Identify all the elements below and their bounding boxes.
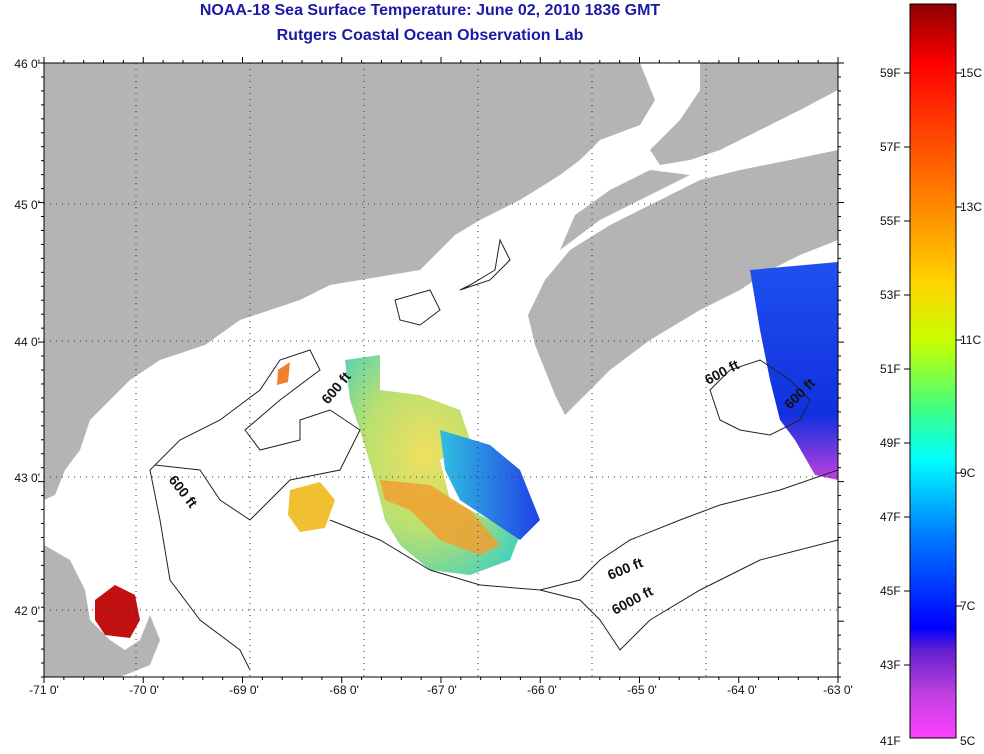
lon-label: -63 0': [823, 683, 853, 697]
land-cape-cod: [44, 545, 160, 677]
sst-patch-scotian: [750, 262, 838, 480]
lat-tick-labels: 46 0' 45 0' 44 0' 43 0' 42 0': [14, 57, 40, 618]
colorbar-f-label: 59F: [880, 66, 901, 80]
colorbar: [909, 3, 957, 739]
colorbar-c-label: 13C: [960, 200, 982, 214]
land-nb-coast: [560, 170, 690, 250]
sst-patch-fleck: [277, 362, 290, 385]
land-nova-scotia: [528, 150, 838, 415]
land-new-england: [44, 63, 655, 500]
lon-label: -68 0': [329, 683, 359, 697]
colorbar-c-label: 7C: [960, 599, 976, 613]
sst-patch-warm-band: [380, 480, 500, 555]
lon-label: -67 0': [427, 683, 457, 697]
colorbar-c-label: 15C: [960, 66, 982, 80]
sst-patch-small: [288, 482, 335, 532]
lon-label: -66 0': [527, 683, 557, 697]
sst-patch-cape-cod: [95, 585, 140, 638]
colorbar-f-label: 41F: [880, 734, 901, 748]
depth-contours: [149, 238, 838, 671]
land-new-brunswick: [650, 63, 838, 165]
colorbar-f-label: 51F: [880, 362, 901, 376]
colorbar-c-labels: 15C 13C 11C 9C 7C 5C: [960, 66, 982, 748]
lon-label: -69 0': [229, 683, 259, 697]
lat-label: 44 0': [14, 335, 40, 349]
map-subtitle: Rutgers Coastal Ocean Observation Lab: [276, 27, 584, 44]
lat-label: 42 0': [14, 604, 40, 618]
colorbar-c-label: 11C: [960, 333, 981, 347]
colorbar-c-label: 5C: [960, 734, 976, 748]
colorbar-f-label: 49F: [880, 436, 901, 450]
colorbar-ticks: [904, 72, 962, 666]
lat-label: 45 0': [14, 198, 40, 212]
lon-label: -70 0': [129, 683, 159, 697]
lon-label: -71 0': [29, 683, 59, 697]
colorbar-f-label: 57F: [880, 140, 901, 154]
colorbar-f-label: 53F: [880, 288, 901, 302]
colorbar-f-label: 43F: [880, 658, 901, 672]
lon-label: -65 0': [627, 683, 657, 697]
graticule: [44, 63, 838, 677]
colorbar-f-label: 45F: [880, 584, 901, 598]
lat-label: 46 0': [14, 57, 40, 71]
sst-patch-east-blue: [440, 430, 540, 540]
colorbar-c-label: 9C: [960, 466, 976, 480]
lat-label: 43 0': [14, 471, 40, 485]
colorbar-f-label: 55F: [880, 214, 901, 228]
map-title: NOAA-18 Sea Surface Temperature: June 02…: [199, 2, 661, 19]
colorbar-f-labels: 59F 57F 55F 53F 51F 49F 47F 45F 43F 41F: [880, 66, 901, 748]
colorbar-f-label: 47F: [880, 510, 901, 524]
lon-label: -64 0': [727, 683, 757, 697]
lon-tick-labels: -71 0' -70 0' -69 0' -68 0' -67 0' -66 0…: [29, 683, 853, 697]
axis-ticks: [38, 57, 844, 683]
